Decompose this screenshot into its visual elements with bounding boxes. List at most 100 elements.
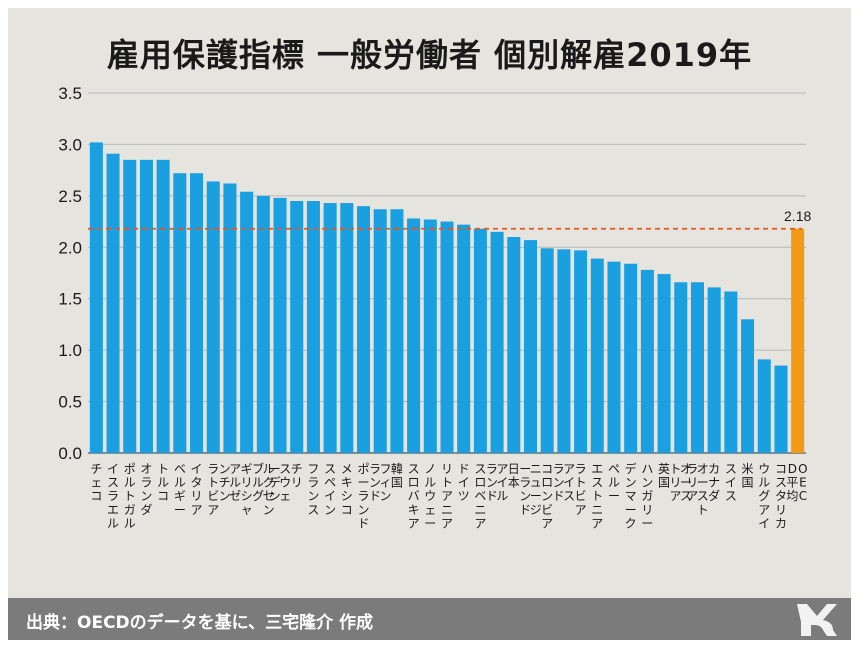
y-tick-label: 3.0 [58,135,82,154]
bar [206,181,220,453]
x-tick-label: スイス [725,462,737,503]
y-tick-label: 2.0 [58,238,82,257]
y-tick-label: 1.5 [58,290,82,309]
bar [557,249,571,453]
x-tick-label: アルゼンチン [219,462,242,503]
bar [724,291,738,453]
x-tick-label: ウルグアイ [758,462,770,530]
x-tick-label: アイルランド [486,462,509,503]
bar [89,142,103,453]
x-tick-label: トルコ [157,462,169,503]
x-tick-label: ポーランド [358,462,370,530]
bar [273,197,287,453]
x-tick-label: チェコ [90,462,102,503]
x-tick-label: スロベニア [474,462,486,530]
x-tick-label: ノルウェー [424,462,436,530]
x-tick-label: ペルー [608,462,620,503]
bar [240,191,254,453]
bar [407,218,421,453]
bar [106,153,120,453]
x-tick-label: ドイツ [458,462,470,503]
bar [590,258,604,453]
y-tick-label: 2.5 [58,187,82,206]
logo-mark [797,604,837,636]
bar [156,159,170,453]
x-tick-label: カナダ [708,462,720,503]
x-tick-label: オランダ [140,462,152,517]
bar [674,282,688,453]
x-tick-label: チリ [291,462,303,490]
x-tick-label: エストニア [591,462,603,530]
x-tick-label: ルクセンブルグ [252,461,275,517]
bar [223,183,237,453]
bar [139,159,153,453]
bar [306,201,320,453]
bar [540,248,554,453]
x-tick-label: ラトビア [207,462,219,517]
bar [256,195,270,453]
y-tick-label: 3.5 [58,84,82,103]
bar [340,203,354,453]
bar [356,206,371,453]
x-tick-label: ギリシャ [241,462,253,517]
reference-line-label: 2.18 [784,208,811,224]
bar [390,209,404,453]
x-tick-label: ポルトガル [124,462,136,530]
x-tick-label: O E CD 平均 [786,462,807,503]
bar-highlight [791,228,805,453]
x-tick-label: ラトビア [575,462,587,517]
y-tick-label: 1.0 [58,341,82,360]
bar [290,201,304,453]
bar [690,282,704,453]
bar [373,209,387,453]
x-tick-label: 米国 [742,462,754,490]
bar [574,250,588,453]
x-tick-label: メキシコ [341,462,353,517]
x-tick-label: 英国 [658,462,670,490]
x-tick-label: ハンガリー [641,462,653,530]
bar [423,219,437,453]
bar [473,228,487,453]
y-tick-label: 0.0 [58,444,82,463]
x-tick-label: アイスランド [553,462,576,503]
x-tick-label: オーストラリア [686,462,709,517]
x-tick-label: スウェーデン [269,462,292,503]
bar [741,319,755,453]
bar [640,269,654,453]
bar [490,231,504,453]
footer-bar: 出典：OECDのデータを基に、三宅隆介 作成 [8,598,851,640]
bar [707,287,721,453]
bar [173,173,187,453]
bar [323,203,337,453]
x-tick-label: スペイン [324,462,336,517]
x-tick-label: リトアニア [441,462,453,530]
x-tick-label: コロンビア [541,462,553,530]
x-tick-label: ニュージーランド [519,462,542,517]
x-tick-label: デンマーク [625,461,637,530]
x-tick-label: ベルギー [174,462,186,517]
bar [457,224,471,453]
x-tick-label: フィンランド [369,462,392,503]
x-tick-label: コスタリカ [775,462,787,530]
bar [774,365,788,453]
x-tick-label: オーストリア [670,462,693,503]
bar [507,237,521,453]
x-tick-label: フランス [307,462,319,517]
bar [190,173,204,453]
chart-title: 雇用保護指標 一般労働者 個別解雇2019年 [106,36,753,74]
bar [757,359,771,453]
bar [123,159,137,453]
bar [607,261,621,453]
x-tick-label: 日本 [508,462,520,490]
bar [624,263,638,453]
y-tick-label: 0.5 [58,393,82,412]
bar [523,240,538,453]
x-tick-label: イスラエル [107,462,119,530]
source-note: 出典：OECDのデータを基に、三宅隆介 作成 [26,613,374,633]
x-tick-label: イタリア [191,462,203,517]
x-tick-label: スロバキア [408,462,420,530]
bar [440,221,454,453]
bar [657,274,671,453]
x-tick-label: 韓国 [391,462,403,490]
